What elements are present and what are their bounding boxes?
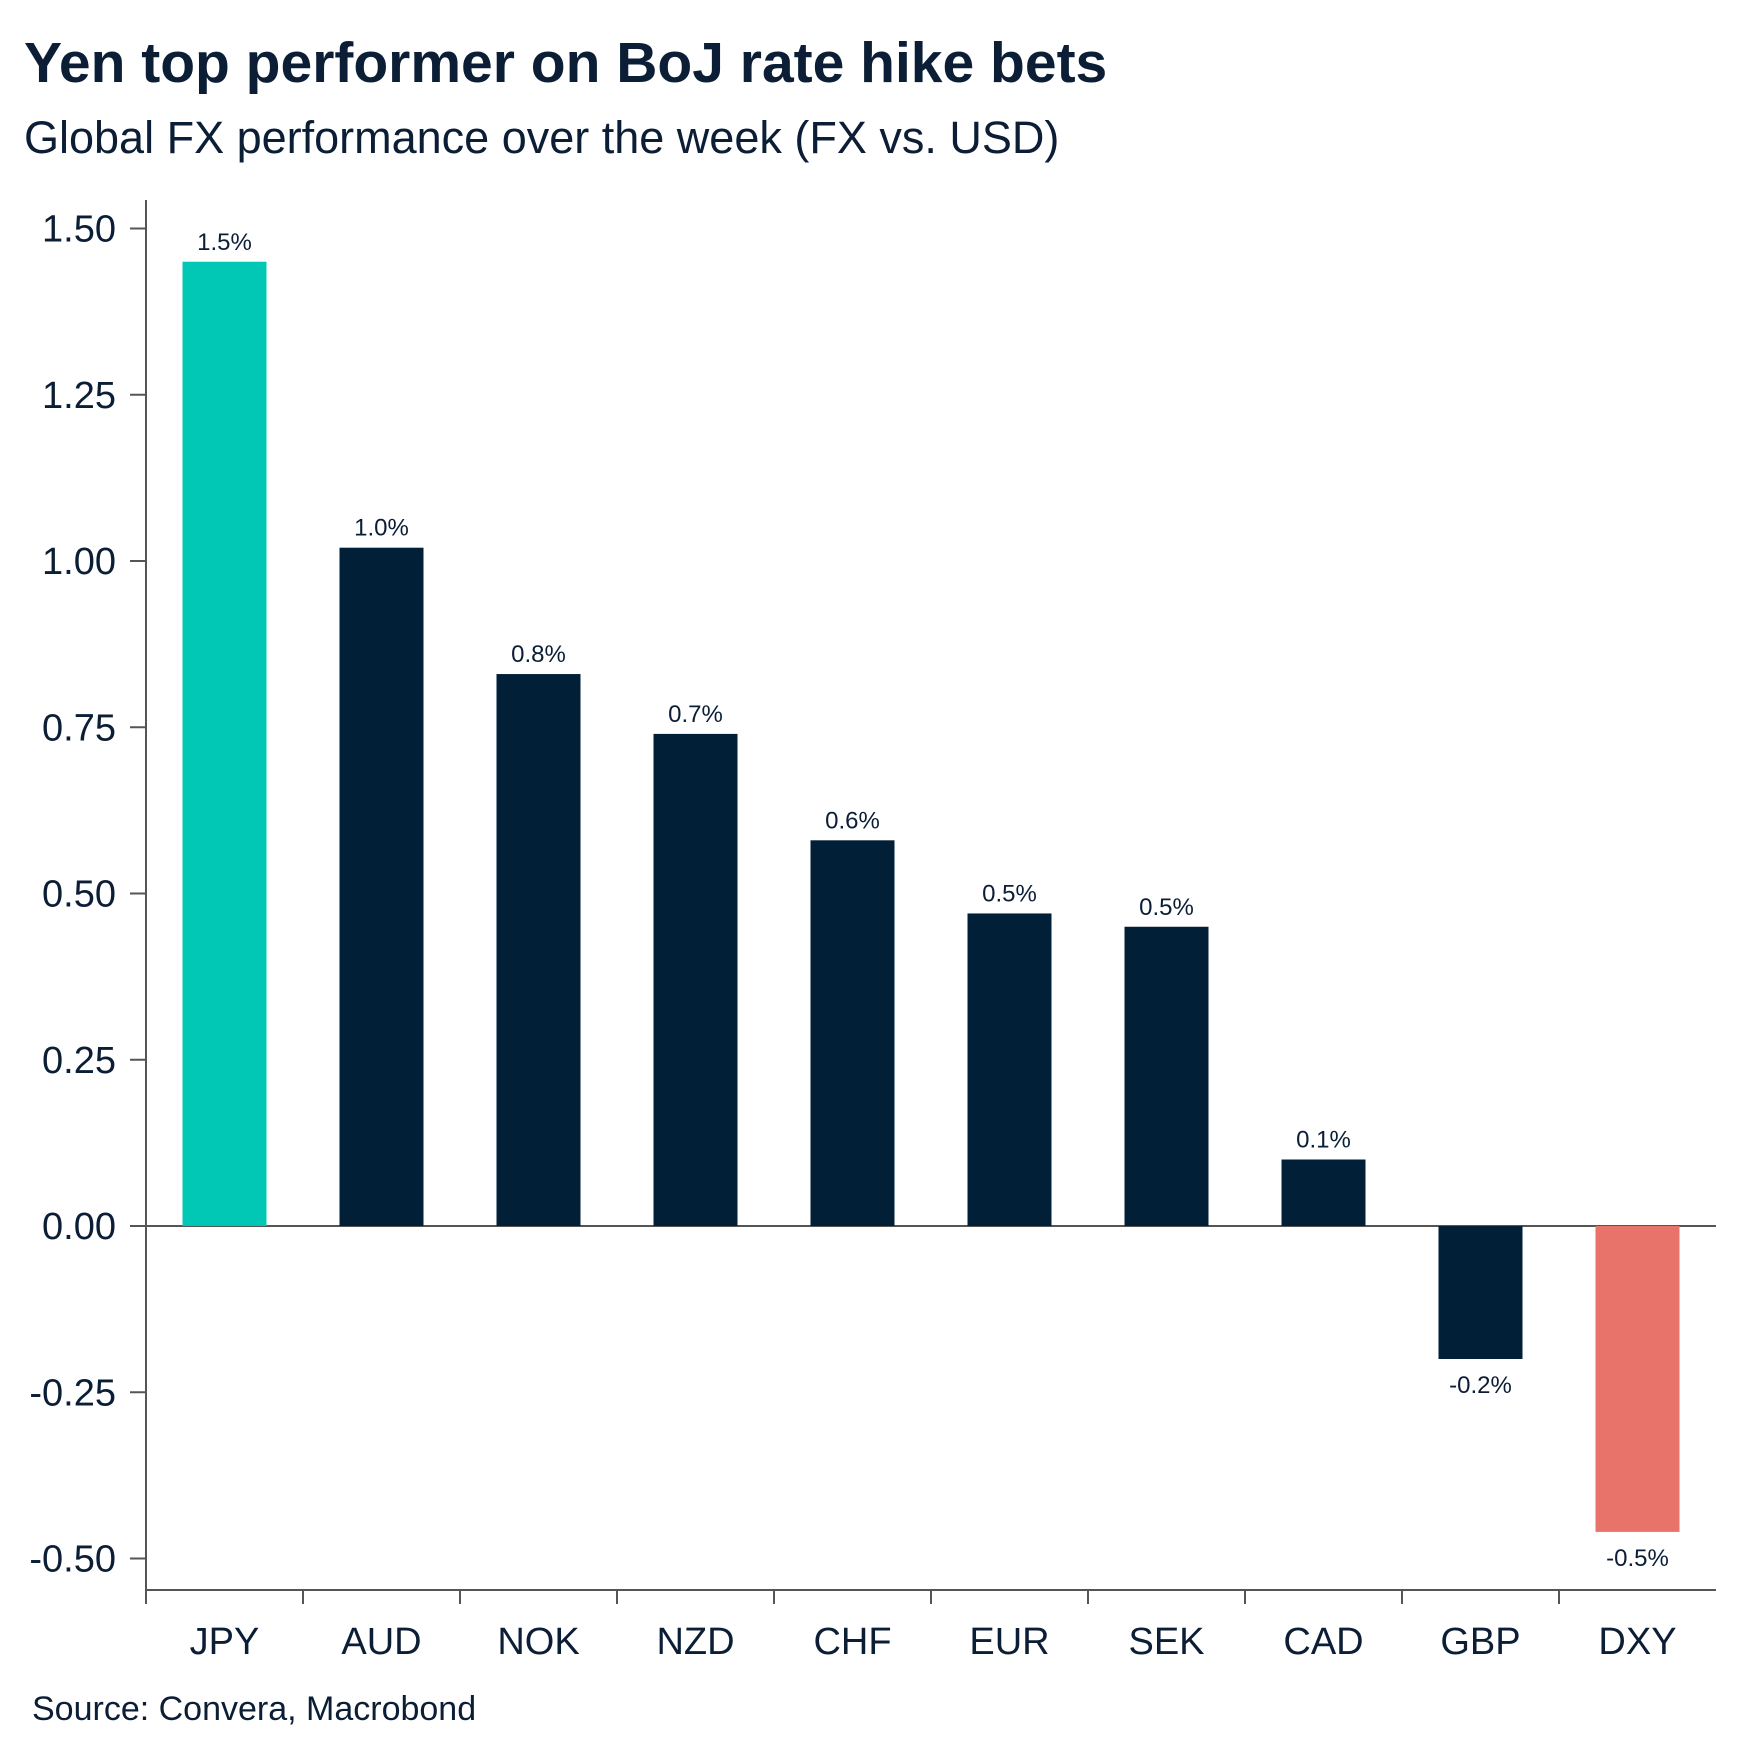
data-label-jpy: 1.5%: [197, 229, 252, 256]
y-tick-label: 1.25: [42, 375, 116, 417]
y-tick-label: 0.00: [42, 1206, 116, 1248]
x-tick-label-cad: CAD: [1283, 1621, 1363, 1663]
x-tick-label-nok: NOK: [497, 1621, 579, 1663]
x-axis: JPY AUD NOK NZD CHF EUR SEK CAD GBP DXY: [145, 1225, 1716, 1663]
y-tick-label: 0.50: [42, 874, 116, 916]
x-tick-label-nzd: NZD: [656, 1621, 734, 1663]
bar-aud: [339, 547, 424, 1226]
x-tick-label-chf: CHF: [813, 1621, 891, 1663]
bar-nzd: [653, 733, 738, 1226]
y-tick-label: 1.50: [42, 209, 116, 251]
x-tick-label-eur: EUR: [969, 1621, 1049, 1663]
x-tick-label-aud: AUD: [341, 1621, 421, 1663]
x-tick-label-jpy: JPY: [190, 1621, 260, 1663]
data-label-gbp: -0.2%: [1449, 1372, 1512, 1399]
data-label-dxy: -0.5%: [1606, 1545, 1669, 1572]
bar-cad: [1281, 1159, 1366, 1226]
bar-jpy: [182, 261, 267, 1226]
bar-eur: [967, 913, 1052, 1226]
data-label-nok: 0.8%: [511, 641, 566, 668]
x-tick-label-gbp: GBP: [1440, 1621, 1520, 1663]
data-labels: 1.5% 1.0% 0.8% 0.7% 0.6% 0.5% 0.5% 0.1% -0.2% -0.…: [197, 229, 1669, 1572]
x-tick-label-sek: SEK: [1128, 1621, 1204, 1663]
bar-chf: [810, 840, 895, 1226]
y-axis: 1.50 1.25 1.00 0.75 0.50 0.25 0.00 -0.25 -0.50: [29, 200, 147, 1590]
bar-dxy: [1595, 1226, 1680, 1532]
bar-nok: [496, 674, 581, 1226]
bar-sek: [1124, 926, 1209, 1226]
x-tick-label-dxy: DXY: [1598, 1621, 1676, 1663]
chart-subtitle: Global FX performance over the week (FX …: [24, 112, 1060, 163]
y-tick-label: 0.75: [42, 707, 116, 749]
y-tick-label: -0.25: [29, 1372, 116, 1414]
y-tick-label: -0.50: [29, 1539, 116, 1581]
bars: [182, 261, 1680, 1532]
chart-title: Yen top performer on BoJ rate hike bets: [24, 31, 1108, 95]
data-label-aud: 1.0%: [354, 515, 409, 542]
data-label-chf: 0.6%: [825, 807, 880, 834]
data-label-sek: 0.5%: [1139, 894, 1194, 921]
data-label-eur: 0.5%: [982, 880, 1037, 907]
data-label-nzd: 0.7%: [668, 701, 723, 728]
y-tick-label: 0.25: [42, 1040, 116, 1082]
bar-gbp: [1438, 1226, 1523, 1359]
data-label-cad: 0.1%: [1296, 1127, 1351, 1154]
source-note: Source: Convera, Macrobond: [32, 1690, 477, 1728]
y-tick-label: 1.00: [42, 541, 116, 583]
